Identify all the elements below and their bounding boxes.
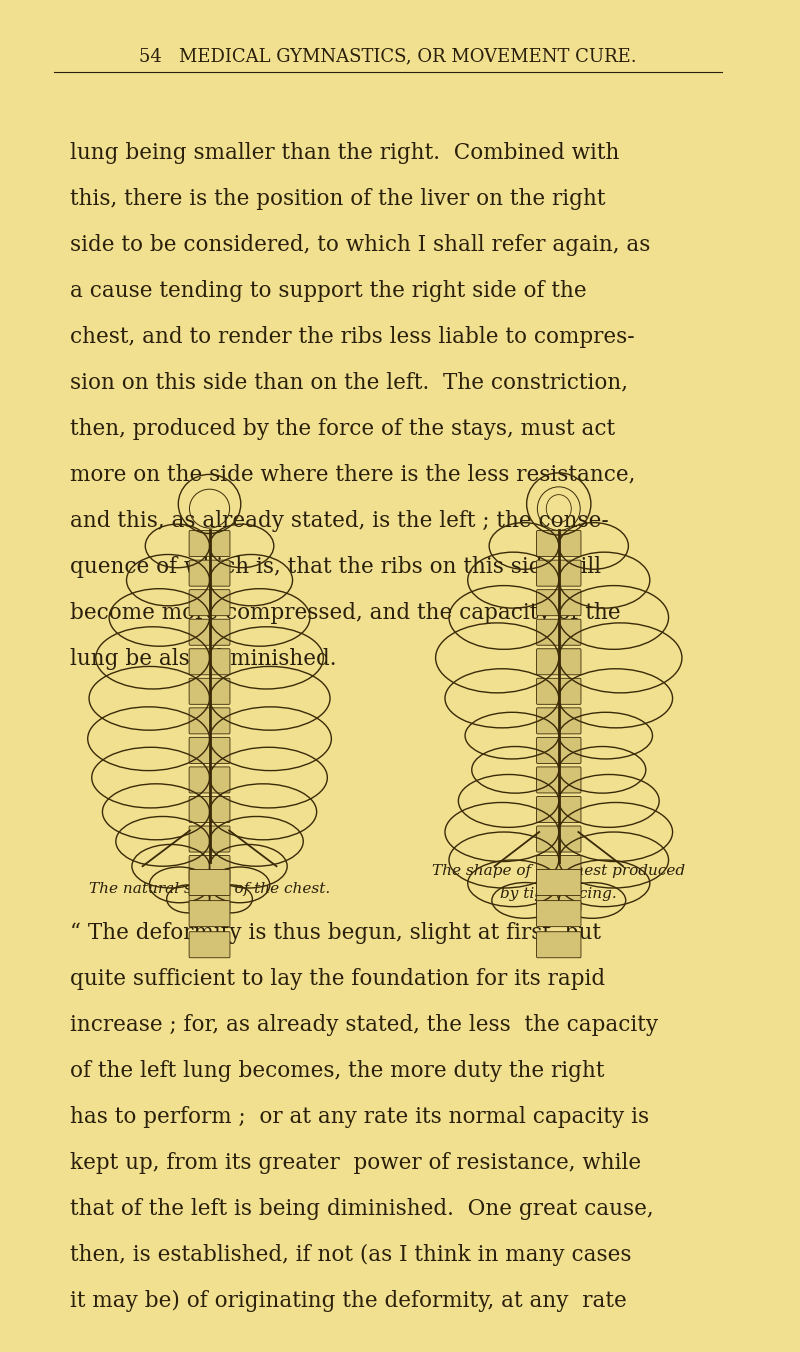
- FancyBboxPatch shape: [537, 530, 581, 557]
- FancyBboxPatch shape: [189, 900, 230, 926]
- Text: The natural shape of the chest.: The natural shape of the chest.: [89, 882, 330, 895]
- Text: by tight lacing.: by tight lacing.: [500, 887, 617, 900]
- FancyBboxPatch shape: [537, 619, 581, 645]
- Text: lung be also diminished.: lung be also diminished.: [70, 648, 336, 669]
- FancyBboxPatch shape: [537, 932, 581, 957]
- FancyBboxPatch shape: [537, 796, 581, 822]
- Text: become more compressed, and the capacity of the: become more compressed, and the capacity…: [70, 602, 621, 623]
- Text: 54   MEDICAL GYMNASTICS, OR MOVEMENT CURE.: 54 MEDICAL GYMNASTICS, OR MOVEMENT CURE.: [139, 47, 637, 65]
- FancyBboxPatch shape: [189, 560, 230, 587]
- FancyBboxPatch shape: [537, 679, 581, 704]
- FancyBboxPatch shape: [189, 826, 230, 852]
- Text: The shape of the chest produced: The shape of the chest produced: [432, 864, 686, 877]
- FancyBboxPatch shape: [189, 530, 230, 557]
- FancyBboxPatch shape: [537, 826, 581, 852]
- Text: sion on this side than on the left.  The constriction,: sion on this side than on the left. The …: [70, 372, 628, 393]
- FancyBboxPatch shape: [189, 619, 230, 645]
- Text: more on the side where there is the less resistance,: more on the side where there is the less…: [70, 464, 635, 485]
- Text: then, produced by the force of the stays, must act: then, produced by the force of the stays…: [70, 418, 615, 439]
- Text: “ The deformity is thus begun, slight at first, but: “ The deformity is thus begun, slight at…: [70, 922, 601, 944]
- FancyBboxPatch shape: [189, 932, 230, 957]
- Text: side to be considered, to which I shall refer again, as: side to be considered, to which I shall …: [70, 234, 650, 256]
- FancyBboxPatch shape: [189, 856, 230, 882]
- FancyBboxPatch shape: [189, 679, 230, 704]
- FancyBboxPatch shape: [537, 560, 581, 587]
- Text: lung being smaller than the right.  Combined with: lung being smaller than the right. Combi…: [70, 142, 619, 164]
- Text: has to perform ;  or at any rate its normal capacity is: has to perform ; or at any rate its norm…: [70, 1106, 649, 1128]
- Text: and this, as already stated, is the left ; the conse-: and this, as already stated, is the left…: [70, 510, 609, 531]
- FancyBboxPatch shape: [189, 869, 230, 895]
- Text: then, is established, if not (as I think in many cases: then, is established, if not (as I think…: [70, 1244, 631, 1265]
- FancyBboxPatch shape: [189, 886, 230, 911]
- FancyBboxPatch shape: [537, 589, 581, 615]
- Text: that of the left is being diminished.  One great cause,: that of the left is being diminished. On…: [70, 1198, 654, 1220]
- FancyBboxPatch shape: [537, 869, 581, 895]
- FancyBboxPatch shape: [537, 767, 581, 792]
- Text: chest, and to render the ribs less liable to compres-: chest, and to render the ribs less liabl…: [70, 326, 634, 347]
- FancyBboxPatch shape: [189, 649, 230, 675]
- Text: increase ; for, as already stated, the less  the capacity: increase ; for, as already stated, the l…: [70, 1014, 658, 1036]
- FancyBboxPatch shape: [537, 856, 581, 882]
- FancyBboxPatch shape: [537, 649, 581, 675]
- FancyBboxPatch shape: [189, 589, 230, 615]
- Text: a cause tending to support the right side of the: a cause tending to support the right sid…: [70, 280, 586, 301]
- Text: of the left lung becomes, the more duty the right: of the left lung becomes, the more duty …: [70, 1060, 604, 1082]
- Text: it may be) of originating the deformity, at any  rate: it may be) of originating the deformity,…: [70, 1290, 626, 1311]
- Text: quence of which is, that the ribs on this side will: quence of which is, that the ribs on thi…: [70, 556, 601, 577]
- Text: this, there is the position of the liver on the right: this, there is the position of the liver…: [70, 188, 606, 210]
- FancyBboxPatch shape: [537, 900, 581, 926]
- FancyBboxPatch shape: [189, 767, 230, 792]
- FancyBboxPatch shape: [189, 737, 230, 764]
- FancyBboxPatch shape: [189, 708, 230, 734]
- FancyBboxPatch shape: [537, 708, 581, 734]
- Text: quite sufficient to lay the foundation for its rapid: quite sufficient to lay the foundation f…: [70, 968, 605, 990]
- FancyBboxPatch shape: [537, 886, 581, 911]
- FancyBboxPatch shape: [189, 796, 230, 822]
- Text: kept up, from its greater  power of resistance, while: kept up, from its greater power of resis…: [70, 1152, 641, 1174]
- FancyBboxPatch shape: [537, 737, 581, 764]
